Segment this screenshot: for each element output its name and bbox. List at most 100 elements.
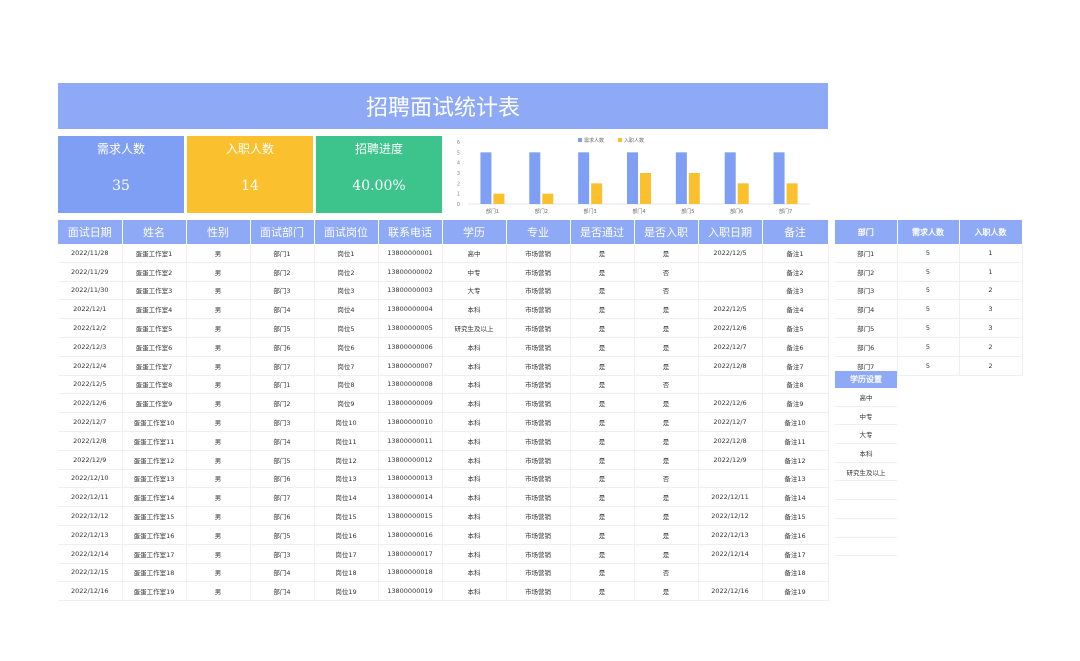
table-cell[interactable]: 市场营销 [506,393,571,414]
table-cell[interactable]: 是 [634,337,699,357]
table-row[interactable]: 2022/12/11 蛋蛋工作室14 男部门7 岗位14 13800000014 本科 市场… [58,487,829,508]
column-header[interactable]: 专业 [506,220,571,244]
dept-cell[interactable]: 部门3 [835,281,898,301]
table-cell[interactable]: 部门6 [250,337,315,357]
table-cell[interactable]: 是 [634,318,699,338]
table-cell[interactable]: 市场营销 [506,299,571,320]
table-cell[interactable]: 本科 [442,563,507,583]
table-cell[interactable]: 备注12 [762,450,829,470]
table-cell[interactable]: 13800000013 [378,469,443,489]
table-cell[interactable]: 部门2 [250,262,315,282]
dept-row[interactable]: 部门4 5 3 [835,299,1023,320]
table-cell[interactable]: 本科 [442,299,507,320]
table-cell[interactable]: 部门1 [250,244,315,263]
column-header[interactable]: 面试日期 [58,220,123,244]
table-cell[interactable]: 市场营销 [506,412,571,432]
dept-cell[interactable]: 2 [959,356,1023,376]
table-cell[interactable]: 高中 [442,244,507,263]
table-cell[interactable]: 2022/12/8 [698,356,763,376]
education-item[interactable]: 本科 [835,444,897,463]
column-header[interactable]: 面试部门 [250,220,315,244]
table-cell[interactable]: 2022/11/28 [58,244,123,263]
education-item[interactable] [835,538,897,557]
education-item[interactable]: 高中 [835,388,897,407]
table-cell[interactable]: 2022/12/13 [698,525,763,545]
table-cell[interactable]: 是 [634,450,699,470]
dept-cell[interactable]: 部门2 [835,262,898,282]
table-cell[interactable]: 岗位6 [314,337,379,357]
table-cell[interactable]: 13800000007 [378,356,443,376]
table-cell[interactable]: 备注13 [762,469,829,489]
table-cell[interactable]: 男 [186,281,251,301]
table-cell[interactable]: 男 [186,544,251,564]
dept-row[interactable]: 部门5 5 3 [835,318,1023,338]
table-cell[interactable]: 部门6 [250,469,315,489]
table-cell[interactable]: 备注2 [762,262,829,282]
table-cell[interactable]: 部门5 [250,318,315,338]
table-row[interactable]: 2022/12/12 蛋蛋工作室15 男部门6 岗位15 13800000015 本科 市场… [58,506,829,526]
table-cell[interactable]: 2022/12/7 [58,412,123,432]
table-cell[interactable]: 蛋蛋工作室13 [122,469,187,489]
column-header[interactable]: 是否入职 [634,220,699,244]
table-cell[interactable]: 蛋蛋工作室17 [122,544,187,564]
column-header[interactable]: 性别 [186,220,251,244]
table-cell[interactable]: 市场营销 [506,581,571,602]
table-cell[interactable]: 2022/12/8 [58,431,123,451]
dept-row[interactable]: 部门1 5 1 [835,244,1023,263]
dept-column-header[interactable]: 需求人数 [897,220,960,244]
dept-cell[interactable]: 3 [959,318,1023,338]
table-cell[interactable]: 男 [186,469,251,489]
table-cell[interactable]: 本科 [442,469,507,489]
table-cell[interactable]: 是 [570,393,635,414]
table-cell[interactable]: 是 [570,412,635,432]
table-cell[interactable]: 部门4 [250,563,315,583]
table-cell[interactable]: 市场营销 [506,244,571,263]
table-cell[interactable]: 否 [634,469,699,489]
table-cell[interactable]: 2022/12/4 [58,356,123,376]
table-cell[interactable]: 13800000009 [378,393,443,414]
table-cell[interactable]: 是 [570,262,635,282]
table-cell[interactable]: 男 [186,244,251,263]
table-cell[interactable]: 市场营销 [506,450,571,470]
dept-cell[interactable]: 5 [897,299,960,320]
table-cell[interactable]: 本科 [442,356,507,376]
table-cell[interactable]: 13800000002 [378,262,443,282]
table-cell[interactable]: 男 [186,525,251,545]
table-cell[interactable] [698,262,763,282]
column-header[interactable]: 学历 [442,220,507,244]
table-cell[interactable]: 备注9 [762,393,829,414]
table-cell[interactable]: 男 [186,299,251,320]
table-cell[interactable]: 是 [634,393,699,414]
table-cell[interactable]: 是 [634,431,699,451]
table-cell[interactable]: 是 [570,281,635,301]
table-cell[interactable]: 部门6 [250,506,315,526]
dept-cell[interactable]: 5 [897,337,960,357]
column-header[interactable]: 入职日期 [698,220,763,244]
dept-column-header[interactable]: 入职人数 [959,220,1023,244]
column-header[interactable]: 联系电话 [378,220,443,244]
table-cell[interactable]: 2022/12/5 [698,299,763,320]
table-cell[interactable]: 蛋蛋工作室10 [122,412,187,432]
table-cell[interactable]: 蛋蛋工作室4 [122,299,187,320]
table-cell[interactable]: 2022/12/7 [698,337,763,357]
department-bar-chart[interactable]: 0 1 2 3 4 5 6 部门1 部门2 部门3 部门4 部门5 部门6 部门7 需求人数 入职人数 [450,134,815,218]
table-cell[interactable]: 2022/12/14 [58,544,123,564]
table-row[interactable]: 2022/12/9 蛋蛋工作室12 男部门5 岗位12 13800000012 本科 市场营… [58,450,829,470]
table-cell[interactable]: 岗位7 [314,356,379,376]
table-cell[interactable]: 否 [634,281,699,301]
education-item[interactable] [835,500,897,519]
table-cell[interactable]: 男 [186,487,251,508]
dept-cell[interactable]: 部门1 [835,244,898,263]
table-cell[interactable]: 2022/12/14 [698,544,763,564]
table-cell[interactable]: 备注15 [762,506,829,526]
table-row[interactable]: 2022/11/30 蛋蛋工作室3 男部门3 岗位3 13800000003 大专 市场营销… [58,281,829,301]
table-cell[interactable]: 男 [186,506,251,526]
table-cell[interactable]: 备注3 [762,281,829,301]
table-cell[interactable]: 市场营销 [506,431,571,451]
table-cell[interactable]: 13800000015 [378,506,443,526]
table-cell[interactable]: 蛋蛋工作室2 [122,262,187,282]
table-cell[interactable]: 2022/12/13 [58,525,123,545]
table-cell[interactable]: 是 [570,506,635,526]
table-cell[interactable]: 部门3 [250,281,315,301]
table-cell[interactable]: 是 [570,450,635,470]
